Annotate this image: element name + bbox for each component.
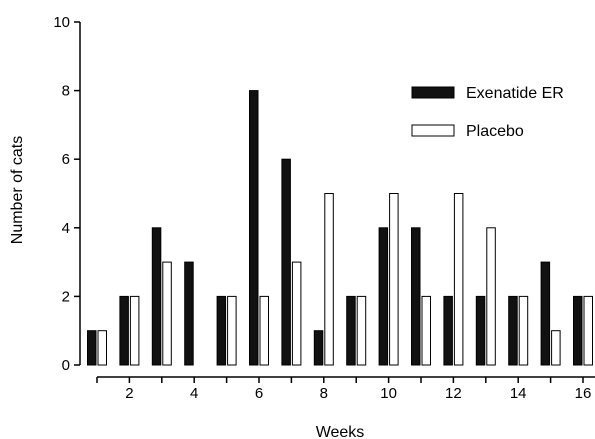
bar-exenatide: [249, 90, 259, 366]
x-axis: 2 4 6 8 10 12 14 16: [96, 376, 595, 402]
x-tick-label: 8: [320, 385, 328, 402]
legend-swatch-exenatide: [411, 86, 455, 99]
bar-exenatide: [87, 330, 97, 366]
bar-exenatide: [540, 261, 551, 366]
x-tick-label: 4: [190, 385, 198, 402]
y-ticks: 0 2 4 6 8 10: [53, 14, 80, 374]
bar-exenatide: [378, 227, 389, 366]
bar-exenatide: [151, 227, 162, 366]
bar-exenatide: [475, 295, 486, 366]
bar-exenatide: [411, 227, 421, 366]
x-tick-label: 12: [445, 385, 462, 402]
bar-placebo: [356, 295, 367, 366]
bar-exenatide: [508, 295, 518, 366]
y-tick-label: 0: [62, 357, 70, 374]
bar-exenatide: [216, 295, 227, 366]
legend-label-placebo: Placebo: [466, 123, 524, 140]
bar-exenatide: [573, 295, 583, 366]
x-axis-title: Weeks: [316, 424, 365, 439]
bar-placebo: [259, 295, 269, 366]
bar-exenatide: [313, 330, 324, 366]
legend: Exenatide ER Placebo: [411, 85, 564, 140]
bar-placebo: [227, 295, 237, 366]
legend-swatch-placebo: [411, 124, 455, 137]
y-tick-label: 4: [62, 220, 70, 237]
legend-label-exenatide: Exenatide ER: [466, 85, 564, 102]
bar-exenatide: [443, 295, 453, 366]
bar-placebo: [129, 295, 140, 366]
x-tick-label: 10: [380, 385, 397, 402]
y-axis: 0 2 4 6 8 10: [53, 14, 81, 374]
x-tick-label: 16: [575, 385, 592, 402]
bar-exenatide: [281, 158, 291, 366]
y-tick-label: 6: [62, 151, 70, 168]
bar-placebo: [486, 227, 496, 366]
y-axis-title: Number of cats: [9, 136, 26, 244]
bar-exenatide: [184, 261, 194, 366]
y-tick-label: 2: [62, 288, 70, 305]
x-ticks: 2 4 6 8 10 12 14 16: [96, 377, 592, 402]
bars: [87, 90, 593, 366]
bar-placebo: [162, 261, 172, 366]
y-tick-label: 10: [53, 14, 70, 31]
x-tick-label: 6: [255, 385, 263, 402]
bar-placebo: [324, 193, 334, 366]
bar-placebo: [518, 295, 529, 366]
bar-placebo: [291, 261, 302, 366]
bar-placebo: [421, 295, 431, 366]
bar-placebo: [583, 295, 593, 366]
bar-placebo: [97, 330, 107, 366]
bar-placebo: [551, 330, 561, 366]
bar-exenatide: [119, 295, 129, 366]
x-tick-label: 2: [125, 385, 133, 402]
y-tick-label: 8: [62, 83, 70, 100]
x-tick-label: 14: [510, 385, 527, 402]
bar-placebo: [453, 193, 464, 366]
bar-exenatide: [346, 295, 356, 366]
bar-placebo: [389, 193, 399, 366]
